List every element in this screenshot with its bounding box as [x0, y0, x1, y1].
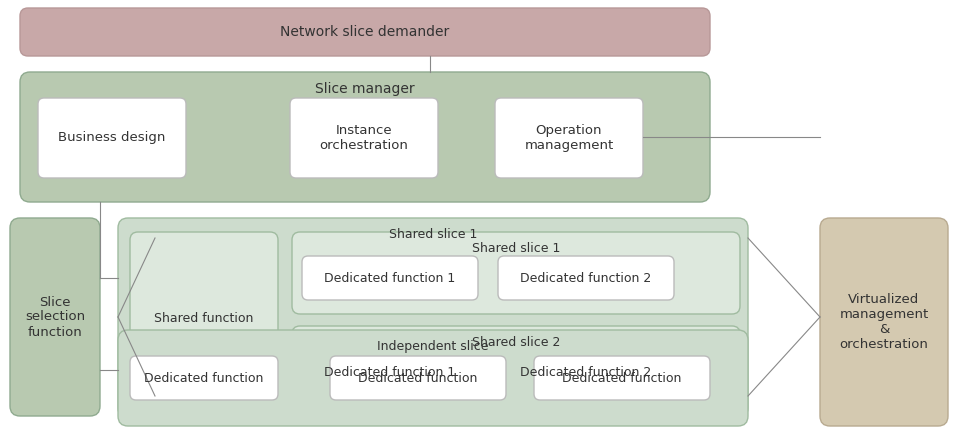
FancyBboxPatch shape [38, 98, 186, 178]
FancyBboxPatch shape [498, 350, 674, 394]
Text: Network slice demander: Network slice demander [280, 25, 449, 39]
FancyBboxPatch shape [302, 350, 478, 394]
FancyBboxPatch shape [10, 218, 100, 416]
Text: Shared function: Shared function [155, 311, 253, 325]
Text: Dedicated function 2: Dedicated function 2 [520, 272, 652, 284]
Text: Virtualized
management
&
orchestration: Virtualized management & orchestration [839, 293, 928, 351]
FancyBboxPatch shape [820, 218, 948, 426]
FancyBboxPatch shape [292, 232, 740, 314]
Text: Instance
orchestration: Instance orchestration [320, 124, 408, 152]
Text: Shared slice 2: Shared slice 2 [471, 336, 561, 349]
Text: Dedicated function 1: Dedicated function 1 [324, 272, 456, 284]
FancyBboxPatch shape [495, 98, 643, 178]
Text: Shared slice 1: Shared slice 1 [471, 242, 561, 255]
FancyBboxPatch shape [20, 72, 710, 202]
Text: Slice manager: Slice manager [315, 82, 415, 96]
FancyBboxPatch shape [118, 330, 748, 426]
Text: Business design: Business design [59, 131, 166, 145]
Text: Shared slice 1: Shared slice 1 [389, 228, 477, 241]
FancyBboxPatch shape [20, 8, 710, 56]
FancyBboxPatch shape [130, 356, 278, 400]
Text: Dedicated function 2: Dedicated function 2 [520, 366, 652, 378]
FancyBboxPatch shape [292, 326, 740, 410]
FancyBboxPatch shape [330, 356, 506, 400]
Text: Dedicated function 1: Dedicated function 1 [324, 366, 456, 378]
FancyBboxPatch shape [498, 256, 674, 300]
Text: Dedicated function: Dedicated function [563, 371, 682, 385]
FancyBboxPatch shape [534, 356, 710, 400]
FancyBboxPatch shape [118, 218, 748, 418]
Text: Dedicated function: Dedicated function [358, 371, 478, 385]
Text: Operation
management: Operation management [524, 124, 613, 152]
FancyBboxPatch shape [302, 256, 478, 300]
FancyBboxPatch shape [130, 232, 278, 404]
FancyBboxPatch shape [290, 98, 438, 178]
Text: Dedicated function: Dedicated function [144, 371, 264, 385]
Text: Slice
selection
function: Slice selection function [25, 295, 85, 339]
Text: Independent slice: Independent slice [377, 340, 489, 353]
